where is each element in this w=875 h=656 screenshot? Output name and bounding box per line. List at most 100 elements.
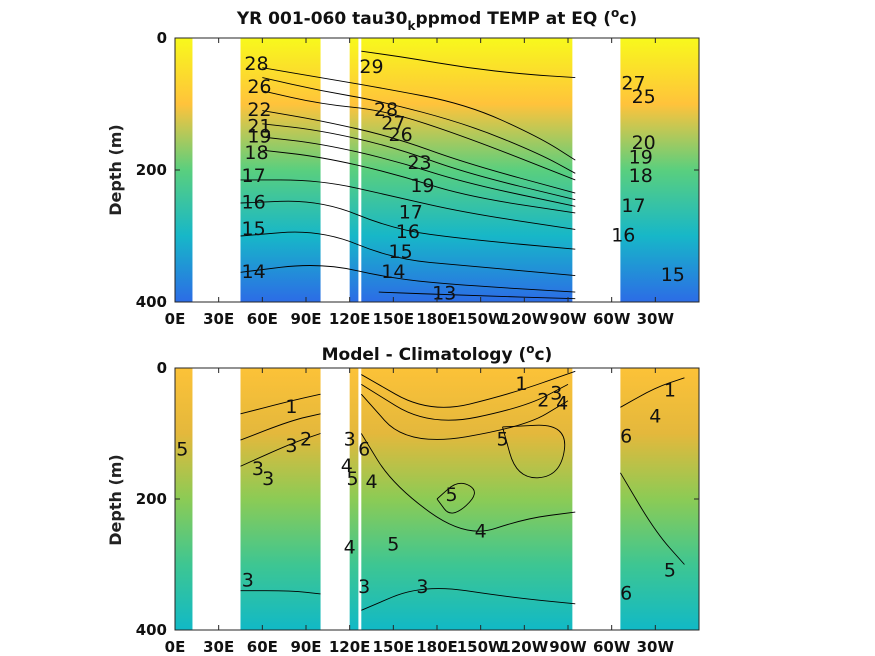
no-data-gap bbox=[572, 368, 621, 630]
x-tick-label: 150W bbox=[457, 310, 505, 328]
x-tick-label: 150W bbox=[457, 638, 505, 656]
contour-line bbox=[502, 424, 566, 479]
contour-line bbox=[436, 482, 475, 514]
contour-label: 16 bbox=[242, 192, 266, 214]
x-tick-label: 120W bbox=[500, 638, 548, 656]
no-data-gap bbox=[358, 38, 362, 302]
contour-label: 21 bbox=[247, 116, 271, 138]
x-tick-label: 30W bbox=[637, 310, 675, 328]
contour-label: 1 bbox=[515, 373, 527, 395]
contour-label: 5 bbox=[496, 429, 508, 451]
contour-label: 3 bbox=[358, 576, 370, 598]
contour-label: 15 bbox=[242, 218, 266, 240]
contour-line bbox=[240, 231, 576, 277]
no-data-gap bbox=[192, 368, 241, 630]
contour-label: 28 bbox=[374, 99, 398, 121]
contour-label: 18 bbox=[244, 142, 268, 164]
chart-title-top: YR 001-060 tau30kppmod TEMP at EQ (oc) bbox=[236, 6, 637, 33]
x-tick-label: 60E bbox=[247, 638, 278, 656]
x-tick-label: 120E bbox=[329, 638, 371, 656]
x-tick-label: 90E bbox=[290, 638, 321, 656]
contour-line bbox=[262, 123, 576, 201]
no-data-gap bbox=[572, 38, 621, 302]
contour-lines bbox=[240, 370, 685, 611]
y-tick-label: 0 bbox=[157, 29, 167, 47]
contour-line bbox=[360, 393, 569, 440]
contour-line bbox=[240, 590, 321, 595]
contour-label: 3 bbox=[252, 458, 264, 480]
contour-label: 5 bbox=[176, 438, 188, 460]
contour-label: 17 bbox=[399, 201, 423, 223]
contour-labels: 2928262221191817161514282726231917161514… bbox=[242, 53, 685, 305]
contour-label: 26 bbox=[247, 76, 271, 98]
contour-line bbox=[361, 588, 576, 611]
contour-lines bbox=[240, 50, 576, 300]
x-tick-label: 60W bbox=[593, 310, 631, 328]
x-tick-label: 30E bbox=[203, 638, 234, 656]
contour-line bbox=[240, 265, 576, 293]
contour-line bbox=[361, 50, 576, 79]
contour-label: 5 bbox=[664, 560, 676, 582]
contour-label: 3 bbox=[262, 468, 274, 490]
contour-line bbox=[378, 291, 576, 300]
contour-label: 5 bbox=[446, 484, 458, 506]
contour-label: 2 bbox=[537, 389, 549, 411]
contour-line bbox=[240, 433, 321, 467]
no-data-gap bbox=[358, 368, 362, 630]
x-tick-label: 150E bbox=[373, 638, 415, 656]
contour-label: 29 bbox=[359, 56, 383, 78]
y-tick-label: 400 bbox=[136, 621, 167, 639]
contour-label: 6 bbox=[620, 582, 632, 604]
contour-label: 16 bbox=[396, 221, 420, 243]
contour-line bbox=[262, 110, 576, 194]
contour-label: 16 bbox=[611, 225, 635, 247]
contour-label: 18 bbox=[629, 165, 653, 187]
contour-label: 2 bbox=[300, 429, 312, 451]
contour-line bbox=[240, 393, 321, 415]
contour-label: 25 bbox=[632, 86, 656, 108]
x-tick-label: 90E bbox=[290, 310, 321, 328]
contour-label: 14 bbox=[242, 261, 266, 283]
contour-label: 28 bbox=[244, 53, 268, 75]
contour-label: 13 bbox=[432, 283, 456, 305]
contour-label: 14 bbox=[381, 261, 405, 283]
contour-label: 27 bbox=[621, 73, 645, 95]
contour-line bbox=[240, 413, 321, 441]
contour-label: 17 bbox=[242, 165, 266, 187]
y-tick-label: 400 bbox=[136, 293, 167, 311]
contour-label: 4 bbox=[475, 520, 487, 542]
no-data-gap bbox=[320, 368, 350, 630]
x-tick-label: 120W bbox=[500, 310, 548, 328]
contour-label: 4 bbox=[344, 537, 356, 559]
contour-label: 4 bbox=[649, 406, 661, 428]
contour-line bbox=[361, 383, 569, 421]
contour-label: 3 bbox=[242, 569, 254, 591]
contour-label: 22 bbox=[247, 99, 271, 121]
contour-label: 3 bbox=[344, 429, 356, 451]
contour-line bbox=[240, 179, 576, 230]
y-axis-label-bottom: Depth (m) bbox=[106, 454, 125, 546]
contour-line bbox=[360, 433, 576, 532]
contour-label: 1 bbox=[285, 396, 297, 418]
contour-label: 3 bbox=[285, 435, 297, 457]
y-tick-label: 200 bbox=[136, 161, 167, 179]
contour-line bbox=[361, 370, 576, 408]
panel-top: 2928262221191817161514282726231917161514… bbox=[106, 6, 700, 328]
contour-label: 19 bbox=[410, 175, 434, 197]
contour-label: 20 bbox=[632, 132, 656, 154]
x-tick-label: 30E bbox=[203, 310, 234, 328]
no-data-gaps bbox=[192, 368, 621, 630]
y-tick-label: 200 bbox=[136, 490, 167, 508]
contour-line bbox=[620, 377, 685, 408]
contour-label: 5 bbox=[387, 533, 399, 555]
contour-label: 1 bbox=[664, 379, 676, 401]
contour-label: 15 bbox=[661, 264, 685, 286]
contour-line bbox=[262, 77, 576, 174]
x-tick-label: 0E bbox=[165, 638, 186, 656]
x-tick-label: 60E bbox=[247, 310, 278, 328]
x-tick-label: 30W bbox=[637, 638, 675, 656]
contour-line bbox=[262, 149, 576, 214]
